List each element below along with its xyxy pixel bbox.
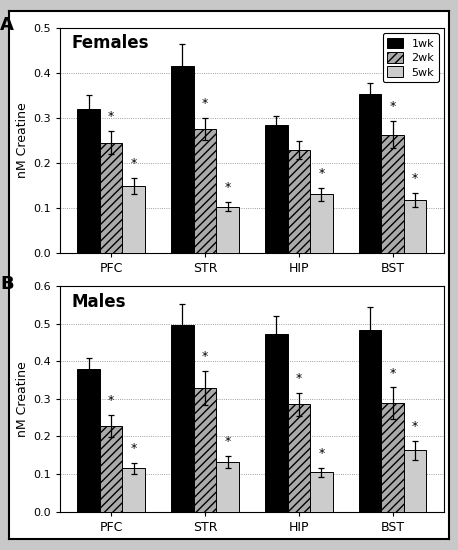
Text: *: *: [412, 172, 418, 185]
Bar: [171, 326, 194, 512]
Bar: [310, 472, 333, 512]
Legend: 1wk, 2wk, 5wk: 1wk, 2wk, 5wk: [382, 33, 439, 82]
Bar: [77, 370, 100, 512]
Bar: [265, 334, 288, 512]
Bar: [404, 200, 426, 253]
Bar: [216, 207, 239, 253]
Text: B: B: [0, 274, 14, 293]
Text: *: *: [412, 420, 418, 433]
Text: *: *: [108, 111, 114, 123]
Bar: [122, 186, 145, 253]
Text: Females: Females: [71, 34, 148, 52]
Text: Males: Males: [71, 293, 125, 311]
Text: *: *: [296, 372, 302, 385]
Bar: [122, 468, 145, 512]
Bar: [100, 426, 122, 512]
Bar: [216, 462, 239, 512]
Text: *: *: [389, 101, 396, 113]
Bar: [404, 450, 426, 512]
Bar: [288, 404, 310, 512]
Bar: [100, 142, 122, 253]
Bar: [359, 94, 382, 253]
Bar: [171, 66, 194, 253]
Text: A: A: [0, 16, 14, 34]
Bar: [265, 125, 288, 253]
Bar: [310, 194, 333, 253]
Text: *: *: [131, 157, 137, 170]
Y-axis label: nM Creatine: nM Creatine: [16, 102, 28, 178]
Text: *: *: [318, 447, 324, 460]
Bar: [382, 135, 404, 253]
Bar: [194, 388, 216, 512]
Text: *: *: [318, 167, 324, 180]
Text: *: *: [202, 97, 208, 110]
Text: *: *: [131, 442, 137, 455]
Text: *: *: [224, 181, 231, 194]
Bar: [359, 330, 382, 512]
Text: *: *: [202, 350, 208, 364]
Bar: [288, 150, 310, 253]
Bar: [194, 129, 216, 253]
Text: *: *: [389, 367, 396, 380]
Text: *: *: [224, 436, 231, 448]
Y-axis label: nM Creatine: nM Creatine: [16, 361, 28, 437]
Bar: [382, 403, 404, 512]
Text: *: *: [108, 394, 114, 406]
Bar: [77, 109, 100, 253]
